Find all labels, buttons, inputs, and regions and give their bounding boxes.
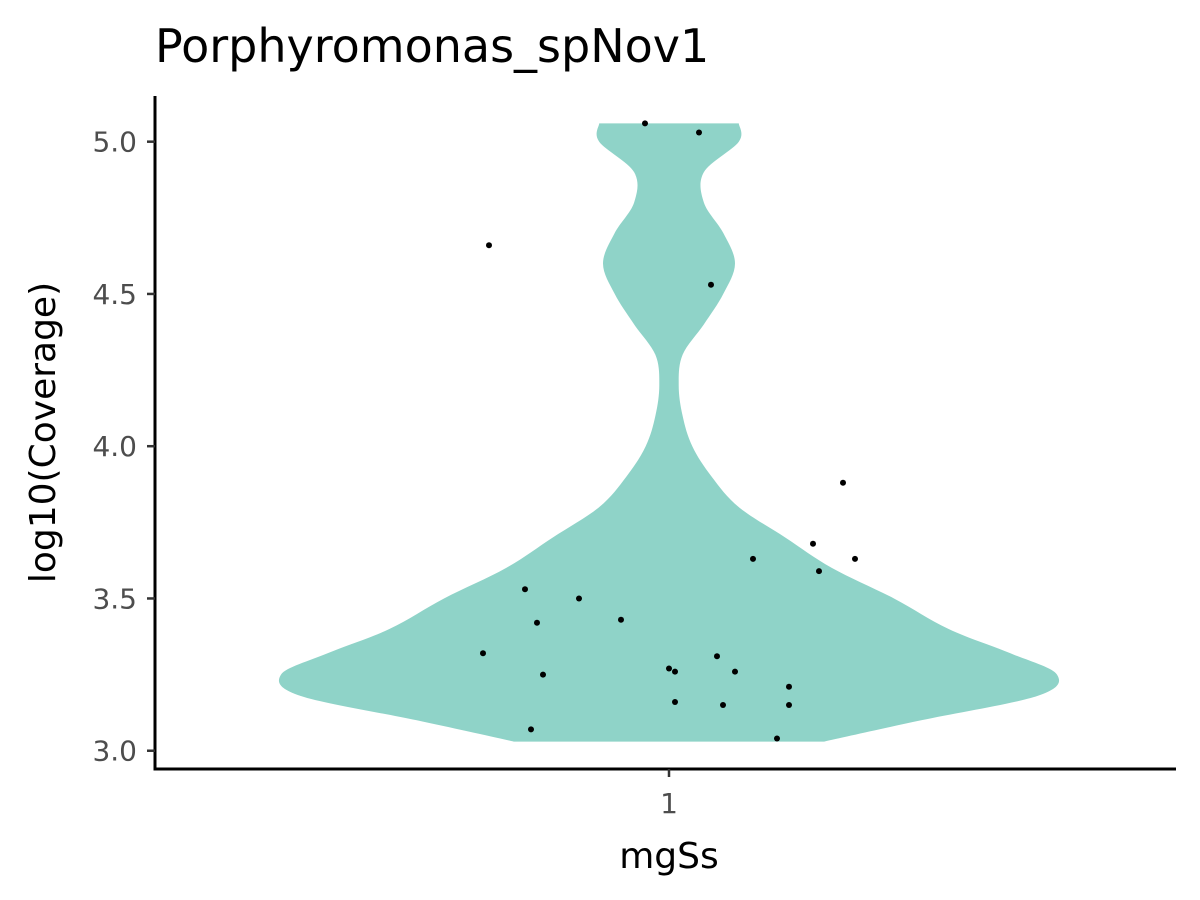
data-point bbox=[816, 568, 822, 575]
data-point bbox=[696, 129, 702, 136]
data-point bbox=[522, 586, 528, 593]
data-point bbox=[732, 668, 738, 675]
chart-title: Porphyromonas_spNov1 bbox=[155, 19, 709, 73]
data-point bbox=[672, 668, 678, 675]
data-point bbox=[774, 735, 780, 742]
data-point bbox=[534, 619, 540, 626]
data-point bbox=[708, 281, 714, 288]
violin-shape bbox=[278, 123, 1060, 742]
data-point bbox=[528, 726, 534, 733]
jitter-points bbox=[480, 120, 858, 742]
y-tick-label: 4.5 bbox=[92, 278, 137, 311]
data-point bbox=[618, 616, 624, 623]
data-point bbox=[750, 555, 756, 562]
data-point bbox=[810, 540, 816, 547]
data-point bbox=[480, 650, 486, 657]
y-tick-label: 5.0 bbox=[92, 126, 137, 159]
x-axis-ticks: 1 bbox=[660, 769, 678, 820]
y-tick-label: 4.0 bbox=[92, 430, 137, 463]
data-point bbox=[672, 699, 678, 705]
x-tick-label: 1 bbox=[660, 787, 678, 820]
y-tick-label: 3.0 bbox=[92, 735, 137, 768]
plot-area bbox=[278, 120, 1060, 742]
data-point bbox=[840, 479, 846, 486]
data-point bbox=[666, 665, 672, 672]
data-point bbox=[720, 702, 726, 708]
x-axis-title: mgSs bbox=[619, 836, 719, 877]
data-point bbox=[576, 595, 582, 602]
y-tick-label: 3.5 bbox=[92, 582, 137, 615]
data-point bbox=[852, 555, 858, 562]
y-axis-title: log10(Coverage) bbox=[23, 282, 64, 583]
y-axis-ticks: 3.0 3.5 4.0 4.5 5.0 bbox=[92, 126, 155, 768]
data-point bbox=[714, 653, 720, 660]
data-point bbox=[486, 242, 492, 249]
data-point bbox=[786, 702, 792, 708]
data-point bbox=[786, 683, 792, 690]
data-point bbox=[642, 120, 648, 127]
data-point bbox=[540, 671, 546, 678]
